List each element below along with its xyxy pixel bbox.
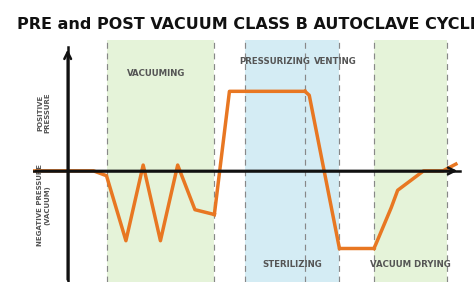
Text: VACUUMING: VACUUMING bbox=[127, 69, 185, 78]
Bar bbox=[245, 40, 339, 282]
Text: VACUUM DRYING: VACUUM DRYING bbox=[370, 260, 451, 269]
Text: POSITIVE
PRESSURE: POSITIVE PRESSURE bbox=[37, 92, 51, 133]
Text: VENTING: VENTING bbox=[314, 57, 356, 66]
Bar bbox=[107, 40, 214, 282]
Text: NEGATIVE PRESSURE
(VACUUM): NEGATIVE PRESSURE (VACUUM) bbox=[37, 164, 51, 246]
Bar bbox=[374, 40, 447, 282]
Text: PRESSURIZING: PRESSURIZING bbox=[239, 57, 310, 66]
Title: PRE and POST VACUUM CLASS B AUTOCLAVE CYCLE: PRE and POST VACUUM CLASS B AUTOCLAVE CY… bbox=[17, 17, 474, 32]
Text: STERILIZING: STERILIZING bbox=[262, 260, 322, 269]
